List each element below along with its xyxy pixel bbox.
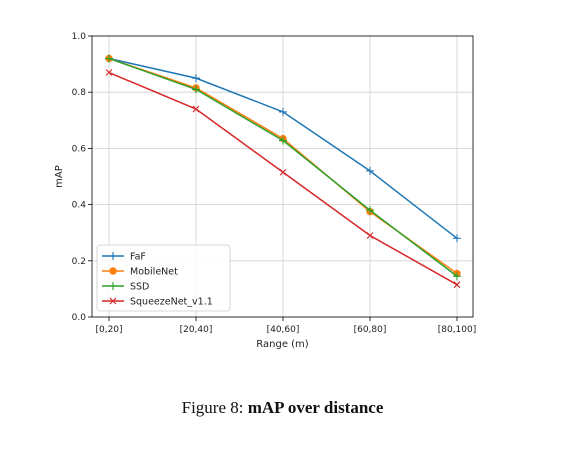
y-tick-label: 0.2 xyxy=(72,257,86,267)
y-tick-label: 0.4 xyxy=(72,201,87,211)
x-tick-label: [0,20] xyxy=(95,325,122,335)
series-ssd xyxy=(105,54,461,281)
data-point xyxy=(453,234,461,243)
legend-label: FaF xyxy=(130,252,146,263)
figure-caption: Figure 8: mAP over distance xyxy=(0,398,565,418)
x-tick-label: [80,100] xyxy=(438,325,477,335)
data-point xyxy=(279,136,287,145)
x-axis: [0,20] [20,40] [40,60] [60,80] [80,100] xyxy=(95,317,476,335)
y-tick-label: 0.8 xyxy=(72,88,87,98)
data-point xyxy=(105,54,113,63)
y-tick-label: 1.0 xyxy=(72,32,87,42)
data-point xyxy=(366,206,374,215)
data-point xyxy=(366,166,374,175)
legend-label: SqueezeNet_v1.1 xyxy=(130,297,213,308)
legend-item: SqueezeNet_v1.1 xyxy=(102,297,213,308)
legend-box xyxy=(96,244,231,312)
data-point xyxy=(109,267,117,275)
caption-title: mAP over distance xyxy=(247,398,384,417)
legend-item: SSD xyxy=(102,282,149,293)
legend-item: MobileNet xyxy=(102,267,178,278)
legend-label: MobileNet xyxy=(130,267,178,278)
data-point xyxy=(109,282,117,290)
data-point xyxy=(192,74,200,83)
data-point xyxy=(453,281,461,289)
legend-label: SSD xyxy=(130,282,149,293)
data-point xyxy=(279,168,287,176)
y-tick-label: 0.0 xyxy=(72,313,87,323)
data-point xyxy=(279,107,287,116)
y-tick-label: 0.6 xyxy=(72,144,87,154)
caption-prefix: Figure 8: xyxy=(181,398,248,417)
legend: FaF MobileNet SSD SqueezeNet_v1.1 xyxy=(96,244,231,312)
data-point xyxy=(105,69,113,76)
x-tick-label: [40,60] xyxy=(267,325,300,335)
y-axis-label: mAP xyxy=(54,165,65,188)
series-squeezenet-v1-1 xyxy=(105,69,461,289)
x-tick-label: [20,40] xyxy=(180,325,213,335)
data-point xyxy=(109,252,117,260)
legend-item: FaF xyxy=(102,252,146,263)
y-axis: 0.0 0.2 0.4 0.6 0.8 1.0 xyxy=(72,32,92,323)
plot-area xyxy=(91,35,474,318)
data-point xyxy=(192,105,200,113)
data-point xyxy=(453,272,461,281)
line-chart: 0.00.20.40.60.81.0 [0,20] [20,40] [40,60][… xyxy=(54,32,476,350)
data-point xyxy=(366,232,374,239)
data-point xyxy=(192,85,200,94)
data-series xyxy=(105,54,461,289)
x-axis-label: Range (m) xyxy=(256,339,309,350)
data-point xyxy=(109,297,117,305)
x-tick-label: [60,80] xyxy=(354,325,387,335)
